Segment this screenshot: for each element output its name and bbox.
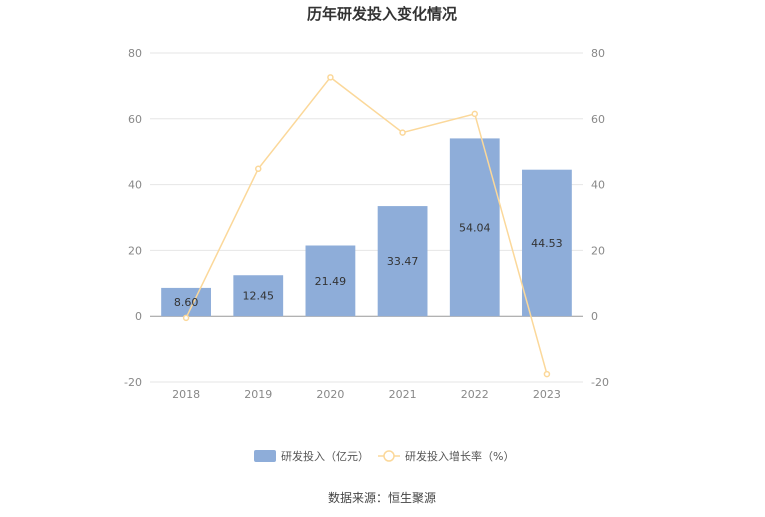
line-point[interactable] bbox=[327, 74, 334, 81]
bar[interactable] bbox=[449, 138, 500, 317]
bar[interactable] bbox=[377, 206, 428, 317]
grid-lines bbox=[150, 52, 583, 383]
data-source: 数据来源：恒生聚源 bbox=[328, 490, 436, 505]
y2-tick-label: 60 bbox=[591, 113, 605, 126]
line-point[interactable] bbox=[255, 165, 262, 173]
bar-value-label: 33.47 bbox=[387, 255, 419, 268]
legend-bar-swatch bbox=[254, 450, 276, 462]
bar-value-label: 12.45 bbox=[243, 290, 275, 303]
line-series: 8.60 12.45 21.49 33.47 54.04 44.53 bbox=[174, 74, 563, 378]
bar[interactable] bbox=[522, 169, 572, 317]
y2-tick-label: 20 bbox=[591, 244, 605, 257]
bar[interactable] bbox=[233, 275, 284, 317]
legend: 研发投入（亿元） 研发投入增长率（%） bbox=[254, 449, 514, 463]
x-tick-label: 2019 bbox=[244, 388, 272, 401]
line-point[interactable] bbox=[543, 370, 551, 378]
bar-series bbox=[161, 138, 572, 317]
y-tick-label: 60 bbox=[128, 113, 142, 126]
y-tick-label: -20 bbox=[124, 376, 142, 389]
x-tick-label: 2020 bbox=[316, 388, 344, 401]
line-point[interactable] bbox=[399, 129, 406, 136]
legend-line-marker bbox=[383, 450, 395, 462]
y2-tick-label: 40 bbox=[591, 179, 605, 192]
legend-bar-label[interactable]: 研发投入（亿元） bbox=[281, 449, 369, 463]
x-tick-label: 2022 bbox=[461, 388, 489, 401]
bar[interactable] bbox=[305, 245, 356, 317]
y2-tick-label: 80 bbox=[591, 47, 605, 60]
legend-line-label[interactable]: 研发投入增长率（%） bbox=[405, 449, 514, 463]
bar-value-label: 21.49 bbox=[315, 275, 347, 288]
x-axis: 2018 2019 2020 2021 2022 2023 bbox=[172, 388, 561, 401]
y-tick-label: 80 bbox=[128, 47, 142, 60]
y-tick-label: 40 bbox=[128, 179, 142, 192]
y-tick-label: 0 bbox=[135, 310, 142, 323]
bar[interactable] bbox=[161, 287, 211, 317]
x-tick-label: 2018 bbox=[172, 388, 200, 401]
bar-value-label: 54.04 bbox=[459, 221, 491, 234]
line-point[interactable] bbox=[182, 314, 190, 322]
y2-tick-label: 0 bbox=[591, 310, 598, 323]
bar-value-label: 44.53 bbox=[531, 237, 563, 250]
x-tick-label: 2021 bbox=[389, 388, 417, 401]
y2-tick-label: -20 bbox=[591, 376, 609, 389]
growth-line bbox=[185, 76, 548, 375]
y-axis-right: -20 0 20 40 60 80 bbox=[591, 47, 609, 389]
x-tick-label: 2023 bbox=[533, 388, 561, 401]
line-point[interactable] bbox=[471, 110, 478, 118]
y-axis-left: -20 0 20 40 60 80 bbox=[124, 47, 142, 389]
chart-title: 历年研发投入变化情况 bbox=[307, 5, 457, 23]
bar-value-label: 8.60 bbox=[174, 296, 199, 309]
y-tick-label: 20 bbox=[128, 244, 142, 257]
